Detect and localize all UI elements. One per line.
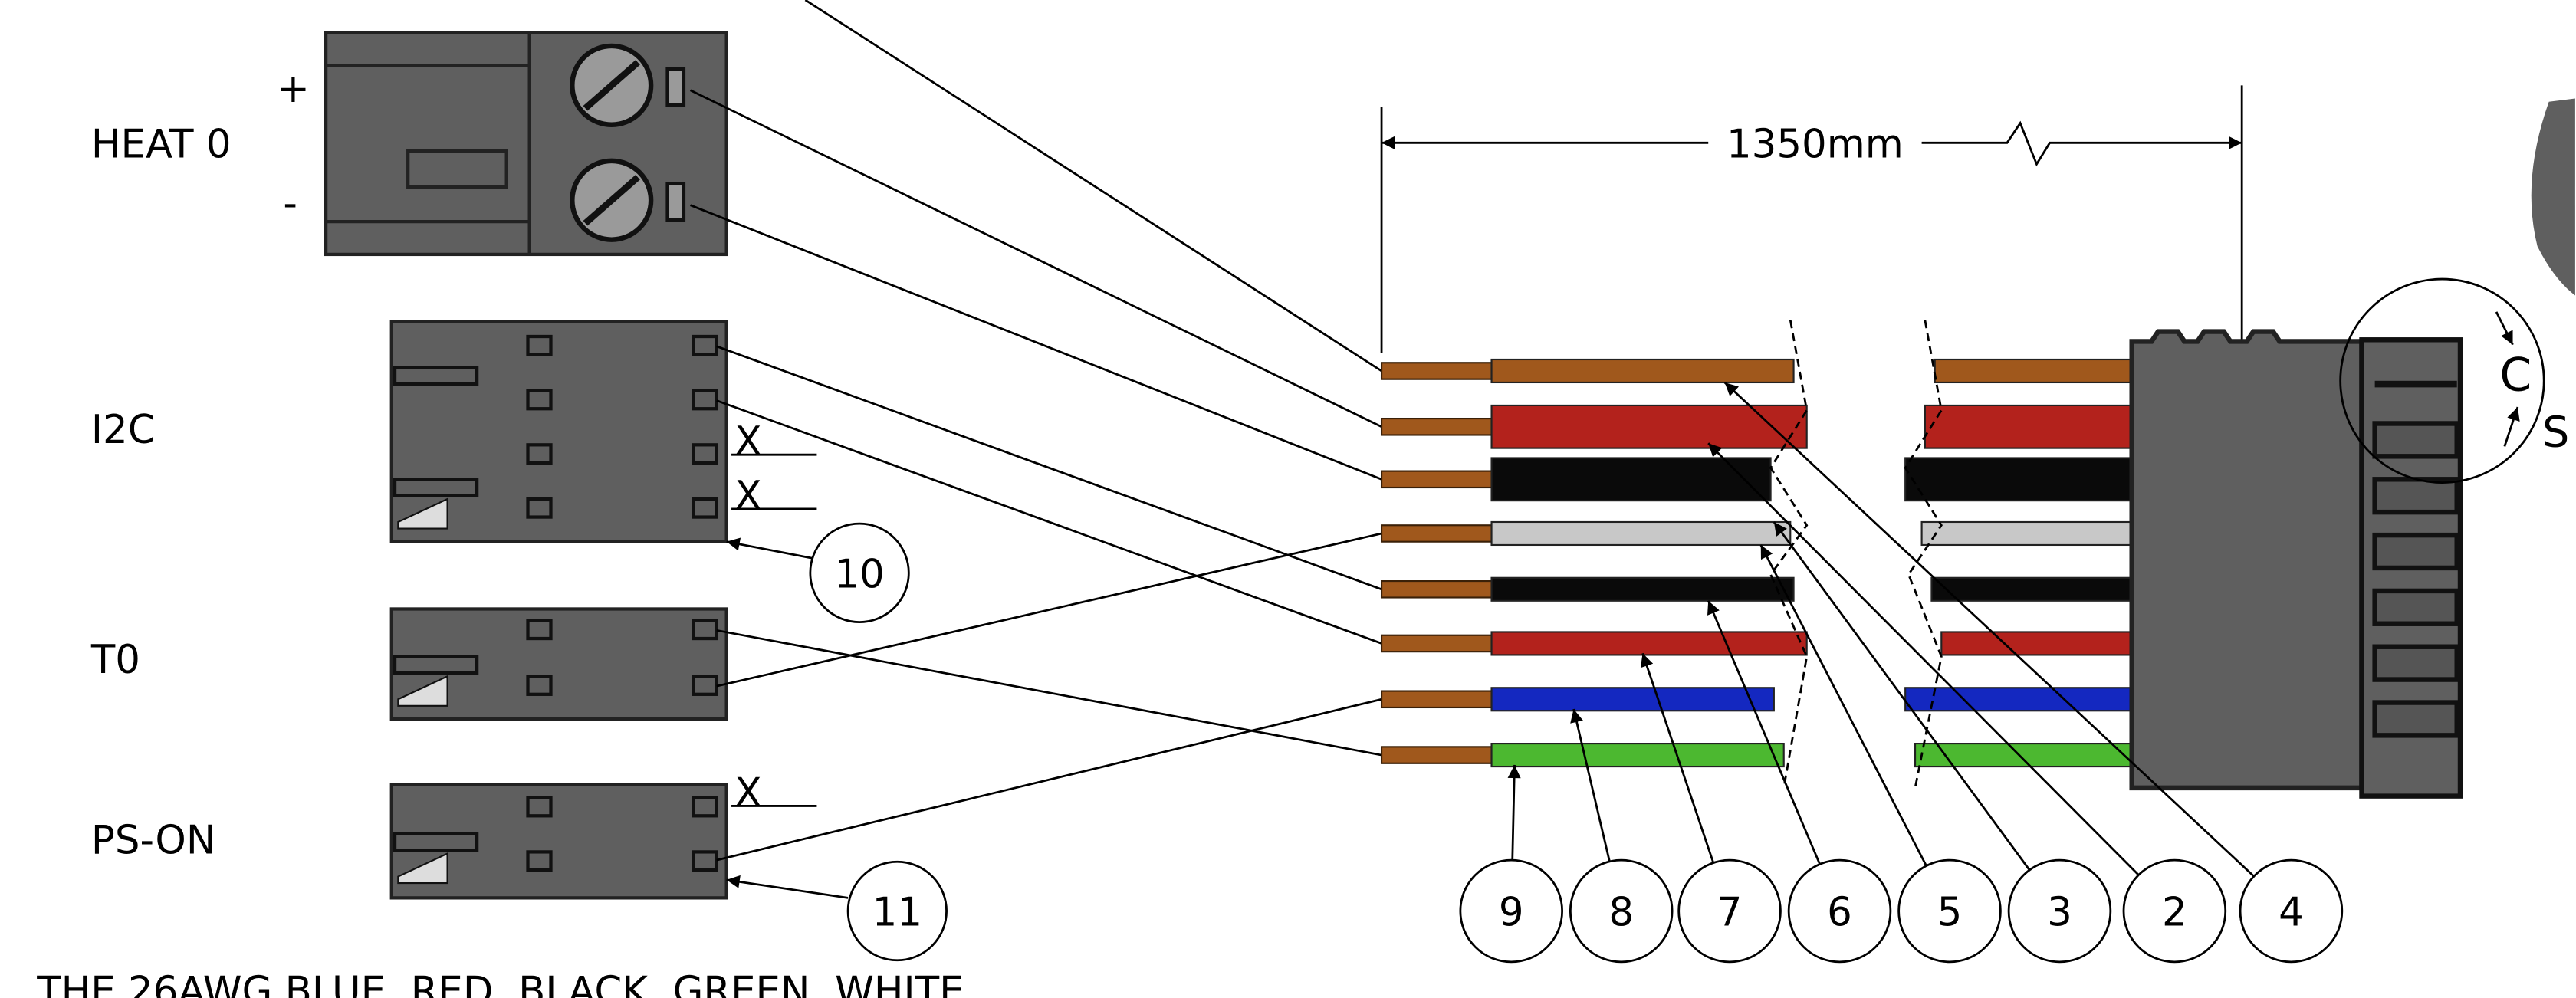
wire-copper-end xyxy=(1380,470,1498,489)
note-text: THE 26AWG BLUE, RED, BLACK, GREEN, WHITE xyxy=(36,969,964,998)
break-line xyxy=(1769,320,1809,789)
svg-text:10: 10 xyxy=(834,552,884,598)
ps-on-connector xyxy=(389,783,728,900)
connection-lines xyxy=(689,0,1382,862)
detail-letter: C xyxy=(2499,349,2532,402)
balloon-2: 2 xyxy=(1707,442,2227,964)
length-dimension: 1350mm xyxy=(1380,85,2243,353)
detail-callout-c: C S xyxy=(2339,277,2569,484)
wire-copper-end xyxy=(1380,690,1498,709)
balloon-8: 8 xyxy=(1569,708,1674,964)
i2c-label: I2C xyxy=(91,407,156,453)
housing-connector xyxy=(2129,329,2463,799)
wire-4-end xyxy=(1921,520,2133,547)
balloon-3: 3 xyxy=(1773,521,2112,964)
ps-on-label: PS-ON xyxy=(91,818,215,864)
balloon-number: 4 xyxy=(2279,890,2304,936)
wire-copper-end xyxy=(1380,362,1498,380)
dimension-text: 1350mm xyxy=(1727,122,1904,168)
wire-copper-end xyxy=(1380,417,1498,436)
balloon-9: 9 xyxy=(1459,764,1564,964)
wire-copper-end xyxy=(1380,524,1498,543)
balloon-4: 4 xyxy=(1723,381,2344,964)
detail-partial-text: S xyxy=(2542,407,2569,457)
wire-copper-end xyxy=(1380,580,1498,599)
nc-mark: X xyxy=(734,473,761,519)
balloon-number: 7 xyxy=(1717,890,1743,936)
plus-label: + xyxy=(277,66,310,112)
wire-2-end xyxy=(1924,404,2133,449)
bottom-balloons: 9 8 7 6 5 3 2 4 xyxy=(1459,381,2344,964)
wire-7 xyxy=(1490,687,1775,712)
balloon-5: 5 xyxy=(1760,544,2002,964)
wire-copper-end xyxy=(1380,634,1498,653)
wire-8 xyxy=(1490,743,1785,768)
balloon-number: 2 xyxy=(2162,890,2187,936)
wire-2 xyxy=(1490,404,1808,449)
balloon-number: 3 xyxy=(2047,890,2072,936)
i2c-connector xyxy=(389,320,728,543)
wire-6 xyxy=(1490,631,1808,656)
wire-6-end xyxy=(1940,631,2133,656)
break-line xyxy=(1904,320,1943,789)
balloon-11: 11 xyxy=(726,860,948,962)
balloon-6: 6 xyxy=(1707,600,1892,964)
partial-part-top-right xyxy=(2531,98,2575,296)
wire-1-end xyxy=(1934,358,2133,384)
wire-bundle xyxy=(1380,358,2133,768)
balloon-number: 8 xyxy=(1608,890,1634,936)
balloon-10: 10 xyxy=(726,522,910,624)
wire-3-end xyxy=(1904,457,2133,502)
wire-7-end xyxy=(1904,687,2133,712)
nc-mark: X xyxy=(734,770,761,816)
balloon-number: 6 xyxy=(1827,890,1852,936)
wire-5-end xyxy=(1930,576,2133,602)
wire-copper-end xyxy=(1380,746,1498,764)
svg-text:11: 11 xyxy=(872,890,922,936)
heat0-label: HEAT 0 xyxy=(91,122,232,168)
balloon-number: 5 xyxy=(1937,890,1963,936)
wire-1 xyxy=(1490,358,1795,384)
nc-mark: X xyxy=(734,419,761,465)
balloon-number: 9 xyxy=(1499,890,1524,936)
wire-3 xyxy=(1490,457,1772,502)
t0-label: T0 xyxy=(90,637,140,683)
minus-label: - xyxy=(283,181,297,227)
t0-connector xyxy=(389,607,728,721)
wire-4 xyxy=(1490,520,1792,547)
heat0-connector xyxy=(324,31,728,257)
balloon-7: 7 xyxy=(1640,652,1782,964)
wire-8-end xyxy=(1914,743,2133,768)
wire-5 xyxy=(1490,576,1795,602)
